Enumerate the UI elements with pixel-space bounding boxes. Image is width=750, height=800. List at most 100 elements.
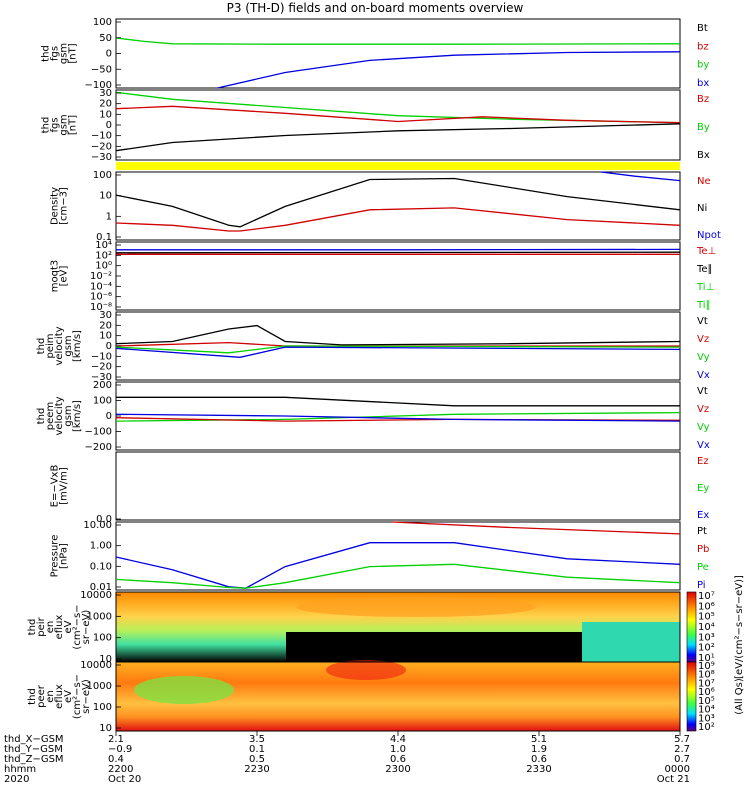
x-tick-label: 1.9 [531,744,547,755]
x-tick-label: 0.7 [674,754,690,765]
y-tick-label: −20 [91,141,112,152]
y-axis-label-line: [nT] [68,43,79,63]
series-line-Vt [116,396,680,407]
y-tick-label: −100 [85,80,112,91]
y-axis-label-line: peir [36,616,47,636]
page-title: P3 (TH-D) fields and on-board moments ov… [226,1,524,15]
y-tick-label: −50 [91,64,112,75]
y-axis-label-line: gsm [63,405,74,426]
legend-entry: Vy [697,422,710,433]
legend-entry: bz [697,41,709,52]
y-axis-label-line: thd [27,688,38,705]
y-tick-label: 20 [99,320,112,331]
x-tick-label: 5.7 [674,734,690,745]
legend-entry: Bt [697,23,708,34]
y-tick-label: 10.00 [83,520,112,531]
y-axis-label-line: thd [36,408,47,425]
y-tick-label: 1000 [87,681,112,692]
legend-entry: Ti∥ [696,300,711,311]
y-axis-label-line: en [45,690,56,703]
y-tick-label: 200 [93,380,112,391]
legend-entry: Npot [697,230,721,241]
ephemeris-row-label: 2020 [4,774,29,785]
series-line-Tepar [115,251,681,254]
series-line-by [115,37,681,45]
x-tick-label: 0000 [665,764,690,775]
x-tick-label: 2.7 [674,744,690,755]
y-axis-label-line: Pressure [50,535,61,578]
series-line-Npot [600,171,681,182]
colorbar-tick-label: 10¹ [698,653,715,664]
legend-entry: Bz [697,94,709,105]
y-tick-label: 30 [99,88,112,99]
colorbar-tick-label: 10⁵ [698,612,715,623]
colorbar-tick-label: 10⁴ [698,622,715,633]
colorbar-tick-label: 10² [698,722,715,733]
y-tick-label: 50 [99,33,112,44]
colorbar-tick-label: 10⁵ [698,696,715,707]
y-axis-label-line: eflux [54,684,65,709]
x-tick-label: 5.1 [531,734,547,745]
x-tick-label: 0.4 [108,754,124,765]
y-tick-label: 0 [106,341,112,352]
x-tick-label: −0.9 [108,744,132,755]
legend-entry: Vt [697,386,708,397]
series-line-Vt [115,324,681,346]
legend-entry: By [697,122,710,133]
legend-entry: Ni [697,203,707,214]
y-axis-label-line: [cm−3] [59,187,70,225]
colorbar-tick-label: 10⁶ [698,687,715,698]
series-line-Ni [115,177,681,228]
fgs-btot-frame [115,18,681,89]
y-axis-label-line: peim [45,333,56,358]
colorbar-tick-label: 10⁸ [698,670,715,681]
y-tick-label: 10⁻⁶ [90,292,112,303]
series-line-Vy [115,411,681,422]
colorbar-tick-label: 10⁷ [698,591,715,602]
series-line-Bz [115,105,681,124]
series-line-Ne [115,207,681,232]
ephemeris-row-label: hhmm [4,764,36,775]
y-tick-label: −10 [91,131,112,142]
colorbar-tick-label: 10² [698,643,715,654]
colorbar-tick-label: 10⁴ [698,705,715,716]
y-axis-label-line: fgs [50,46,61,61]
y-axis-label-line: sr−eV) [81,679,92,714]
pressure-frame [115,521,681,591]
y-tick-label: 1 [106,211,112,222]
y-axis-label-line: velocity [54,396,65,435]
y-tick-label: 10 [99,191,112,202]
y-tick-label: 10² [95,250,112,261]
legend-entry: Vt [697,316,708,327]
y-tick-label: −30 [91,372,112,383]
ephemeris-row-label: thd_X−GSM [4,734,64,745]
y-axis-label-line: moqt3 [50,260,61,293]
legend-entry: Ti⊥ [696,282,714,293]
y-tick-label: 10000 [80,590,112,601]
legend-entry: Ne [697,176,711,187]
y-tick-label: −10 [91,351,112,362]
ephemeris-row-label: thd_Y−GSM [4,744,63,755]
y-axis-label-line: [mV/m] [59,467,70,505]
y-tick-label: 100 [93,17,112,28]
y-tick-label: 0.0 [96,514,112,525]
efield-frame [115,451,681,521]
y-axis-label-line: [eV] [59,266,70,287]
y-axis-label-line: [nT] [68,115,79,135]
legend-entry: Vz [697,404,709,415]
y-axis-label-line: gsm [59,114,70,135]
x-tick-label: Oct 21 [657,774,690,785]
legend-entry: Te∥ [696,264,713,275]
legend-entry: Te⊥ [696,246,716,257]
y-axis-label-line: thd [36,338,47,355]
y-tick-label: 1.00 [90,541,112,552]
y-tick-label: 100 [93,702,112,713]
y-tick-label: 0.01 [90,582,112,593]
colorbar-label: (All Qs) [734,678,745,715]
x-tick-label: 2.1 [108,734,124,745]
y-axis-label-line: (cm²−s− [72,674,83,719]
x-tick-label: 2230 [244,764,269,775]
x-tick-label: 0.6 [390,754,406,765]
y-tick-label: −30 [91,152,112,163]
